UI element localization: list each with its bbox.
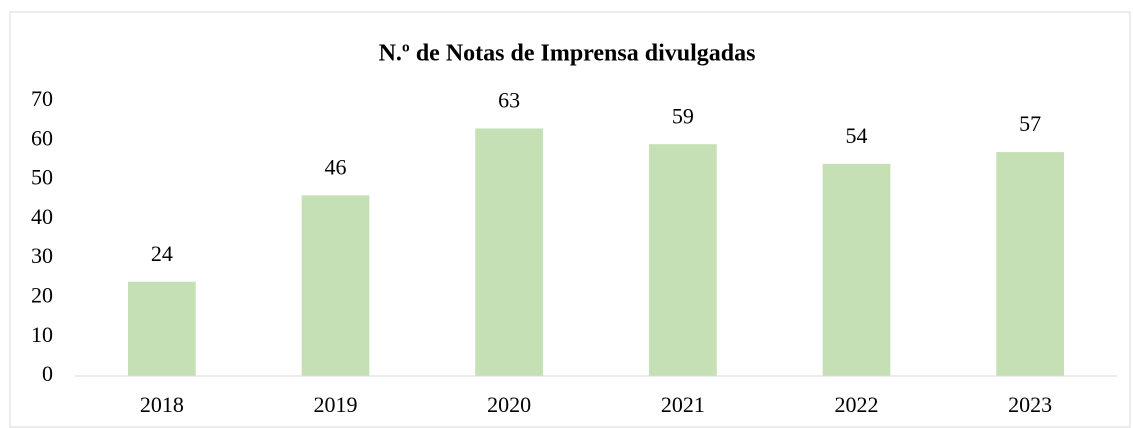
bar: [822, 163, 891, 376]
y-tick-label: 40: [31, 204, 53, 229]
x-tick-label: 2019: [314, 392, 358, 417]
chart-title: N.º de Notas de Imprensa divulgadas: [379, 41, 756, 67]
bar: [648, 144, 717, 376]
y-tick-label: 10: [31, 322, 53, 347]
y-tick-label: 70: [31, 86, 53, 111]
data-label: 24: [151, 241, 173, 266]
data-label: 57: [1019, 111, 1041, 136]
x-tick-label: 2020: [487, 392, 531, 417]
bar: [301, 195, 370, 376]
data-label: 46: [325, 154, 347, 179]
y-tick-label: 20: [31, 282, 53, 307]
x-tick-label: 2021: [661, 392, 705, 417]
x-tick-label: 2022: [835, 392, 879, 417]
y-tick-label: 60: [31, 125, 53, 150]
x-tick-label: 2023: [1008, 392, 1052, 417]
y-tick-label: 30: [31, 243, 53, 268]
chart-border: [9, 11, 1131, 428]
bar: [996, 152, 1065, 376]
bar: [127, 281, 196, 376]
data-label: 59: [672, 103, 694, 128]
data-label: 63: [498, 88, 520, 113]
y-tick-label: 0: [42, 361, 53, 386]
y-tick-label: 50: [31, 165, 53, 190]
data-label: 54: [846, 123, 868, 148]
x-tick-label: 2018: [140, 392, 184, 417]
bar: [475, 128, 544, 376]
